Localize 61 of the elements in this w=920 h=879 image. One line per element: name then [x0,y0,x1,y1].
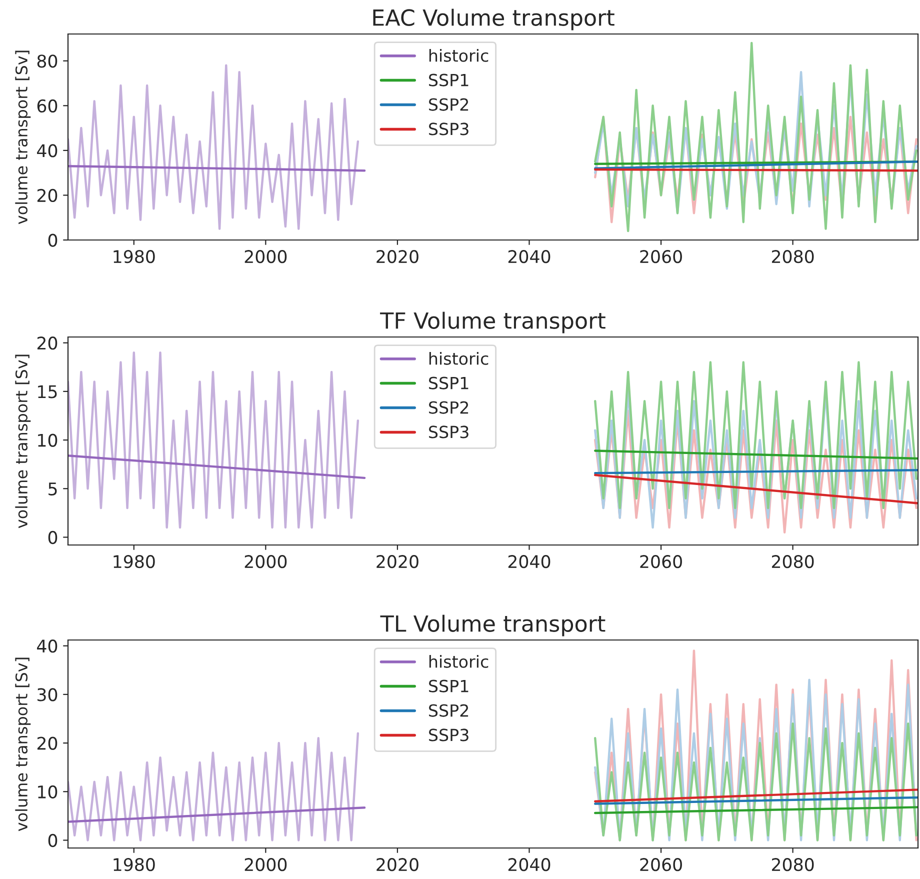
legend-label: SSP3 [429,426,468,438]
chart-title: TL Volume transport [380,614,606,636]
y-tick-label: 10 [38,785,58,798]
line-series [594,390,918,529]
line-series [594,70,918,214]
legend-label: historic [429,352,488,365]
x-tick-label: 2020 [376,858,418,872]
y-tick-label: 20 [37,336,58,350]
y-tick-label: 40 [37,640,58,653]
y-axis-title: volume transport [Sv] [15,50,31,224]
x-tick-label: 2040 [508,250,550,264]
x-tick-label: 2000 [244,858,287,872]
x-tick-label: 2000 [244,555,287,568]
x-tick-label: 2060 [640,555,682,568]
chart-title: TF Volume transport [380,312,606,334]
y-axis-title: volume transport [Sv] [15,354,31,528]
line-series [594,361,918,510]
x-tick-label: 2040 [508,555,550,568]
x-tick-label: 2080 [772,250,814,264]
line-series [594,678,918,842]
y-tick-label: 40 [37,144,58,158]
x-tick-label: 2020 [376,555,418,568]
y-axis-title: volume transport [Sv] [15,658,31,832]
legend-label: SSP1 [429,680,468,692]
x-tick-label: 2060 [640,858,682,872]
legend-label: historic [429,49,488,62]
x-tick-label: 2020 [376,250,418,264]
x-tick-label: 1980 [114,858,155,872]
y-tick-label: 5 [48,482,57,496]
y-tick-label: 80 [37,54,58,68]
x-tick-label: 2080 [772,858,814,872]
line-series [594,722,918,842]
y-tick-label: 15 [38,385,57,398]
legend-label: SSP1 [429,376,468,390]
line-series [594,410,918,534]
line-series [68,64,360,230]
x-tick-label: 2000 [244,250,287,264]
chart-title: EAC Volume transport [373,8,614,30]
legend-label: SSP3 [429,728,468,742]
legend-label: historic [429,655,488,668]
line-series [68,732,360,842]
y-tick-label: 0 [48,530,58,544]
line-series [594,42,918,232]
legend-label: SSP2 [429,704,468,717]
legend-label: SSP1 [429,74,468,86]
x-tick-label: 1980 [114,555,155,568]
legend-label: SSP2 [429,98,468,111]
x-tick-label: 2080 [772,555,814,568]
line-series [68,351,360,529]
x-tick-label: 2060 [640,250,682,264]
y-tick-label: 30 [38,688,58,702]
y-tick-label: 20 [37,736,58,750]
y-tick-label: 20 [37,188,58,202]
legend-label: SSP2 [429,401,468,414]
y-tick-label: 0 [48,834,58,848]
x-tick-label: 2040 [508,858,550,872]
y-tick-label: 10 [38,434,58,447]
y-tick-label: 0 [48,234,58,247]
x-tick-label: 1980 [114,250,155,264]
y-tick-label: 60 [37,99,58,112]
legend-label: SSP3 [429,122,468,136]
